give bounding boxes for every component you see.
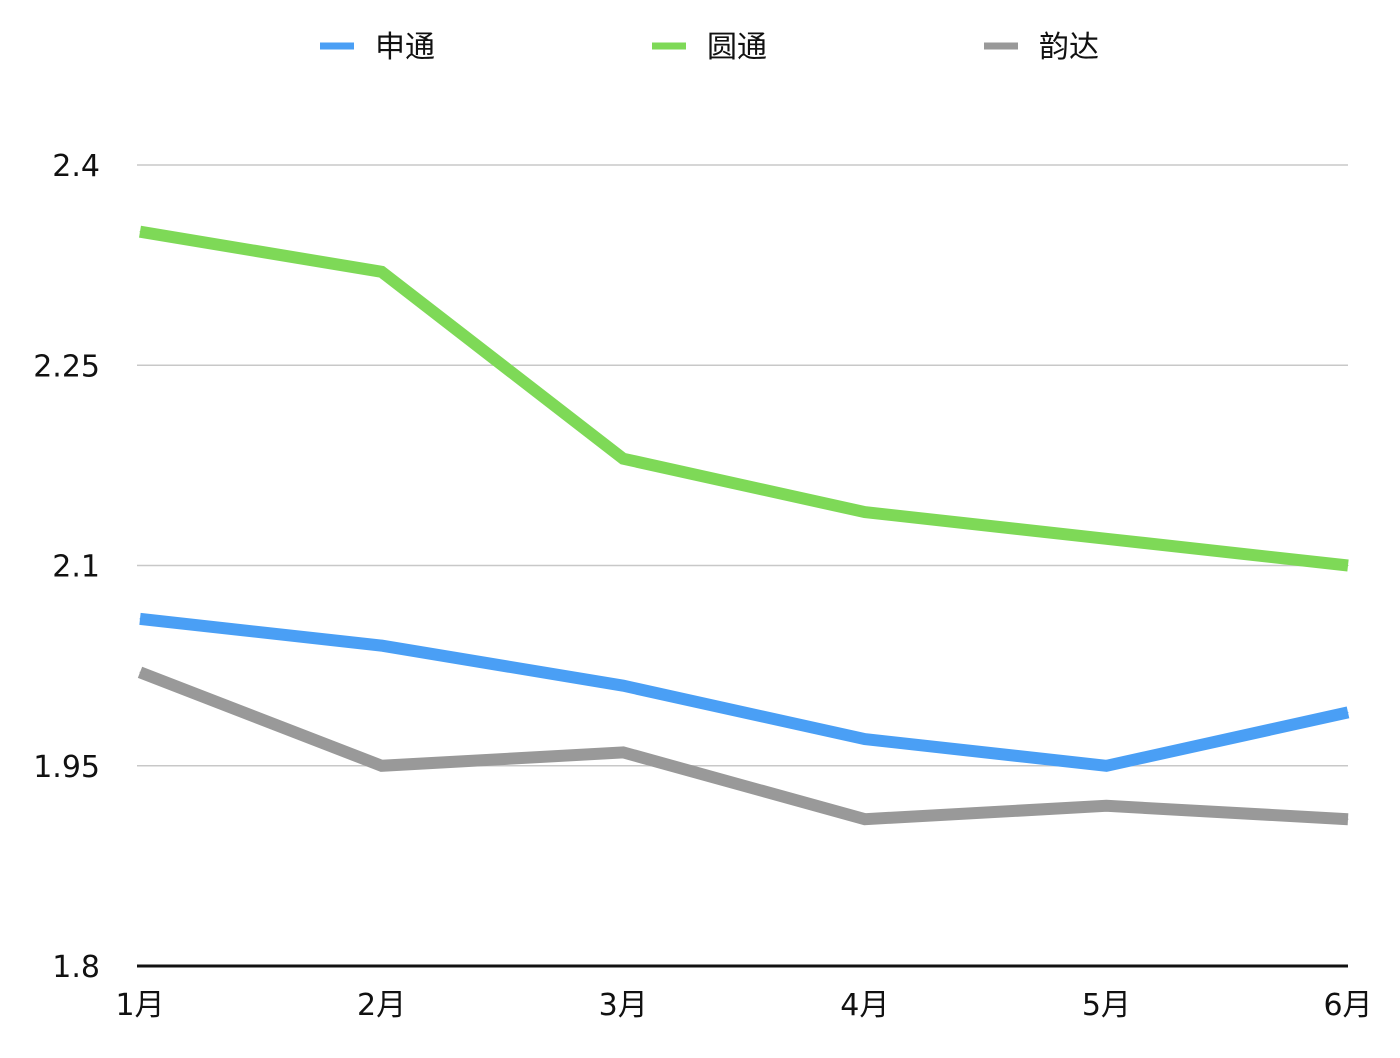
series-line-2 <box>139 225 1349 572</box>
y-tick-label: 1.8 <box>52 950 100 985</box>
y-tick-label: 2.4 <box>52 149 100 184</box>
legend-label: 圆通 <box>707 30 767 65</box>
data-point <box>139 618 141 620</box>
legend-label: 韵达 <box>1039 30 1099 65</box>
x-tick-label: 4月 <box>840 988 889 1023</box>
data-point <box>864 511 866 513</box>
y-tick-label: 2.1 <box>52 550 100 585</box>
data-point <box>864 818 866 820</box>
data-point <box>139 231 141 233</box>
data-point <box>1105 805 1107 807</box>
series-line-1 <box>139 612 1350 772</box>
data-point <box>381 645 383 647</box>
data-point <box>622 751 624 753</box>
x-tick-label: 6月 <box>1323 988 1372 1023</box>
data-point <box>1347 711 1349 713</box>
data-point <box>1105 765 1107 767</box>
x-tick-label: 3月 <box>599 988 648 1023</box>
x-tick-label: 2月 <box>357 988 406 1023</box>
data-point <box>1105 538 1107 540</box>
data-point <box>139 671 141 673</box>
data-point <box>1347 818 1349 820</box>
data-point <box>622 458 624 460</box>
data-point <box>864 738 866 740</box>
data-point <box>622 685 624 687</box>
data-point <box>1347 565 1349 566</box>
x-tick-label: 5月 <box>1082 988 1131 1023</box>
axes: 1.8 1.95 2.1 2.25 2.4 1月 2月 3月 4月 5月 6月 <box>33 149 1372 1023</box>
y-tick-label: 2.25 <box>33 349 100 384</box>
data-point <box>381 765 383 767</box>
series-lines <box>137 225 1350 826</box>
gridlines <box>137 164 1348 767</box>
legend-label: 申通 <box>375 30 435 65</box>
y-tick-label: 1.95 <box>33 750 100 785</box>
legend: 申通 圆通 韵达 <box>320 30 1099 65</box>
series-line-3 <box>137 666 1349 826</box>
data-point <box>381 271 383 273</box>
x-tick-label: 1月 <box>115 988 164 1023</box>
